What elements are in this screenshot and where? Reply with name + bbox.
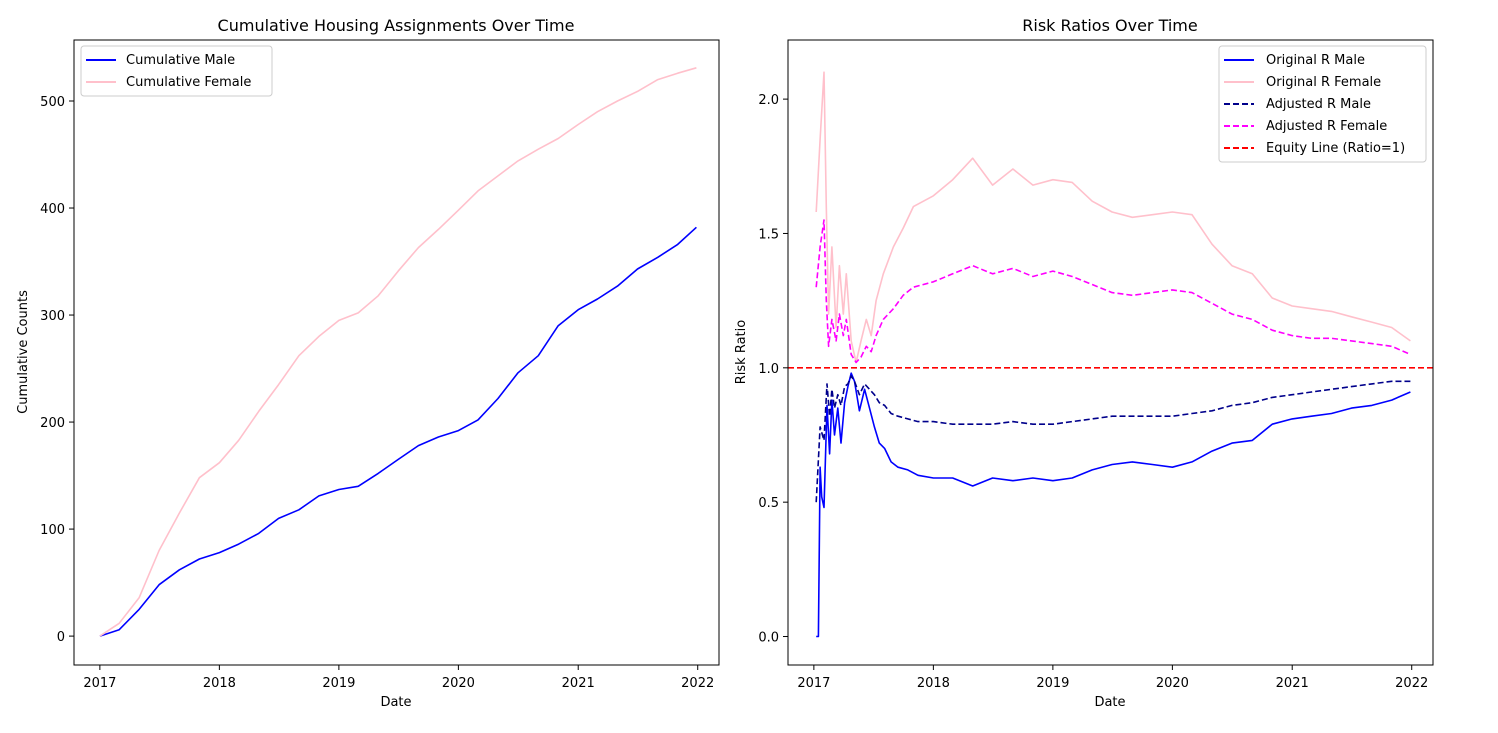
- cumulative-chart: Cumulative Housing Assignments Over Time…: [16, 16, 720, 710]
- risk-ratio-x-tick-label: 2021: [1276, 676, 1309, 691]
- legend-label-original-r-male: Original R Male: [1266, 53, 1365, 68]
- cumulative-legend-box: [80, 45, 273, 97]
- cumulative-chart-title: Cumulative Housing Assignments Over Time: [218, 16, 575, 35]
- risk-ratio-x-tick-label: 2020: [1156, 676, 1189, 691]
- risk-ratio-x-ticks: 2017 2018 2019 2020 2021 2022: [797, 665, 1428, 691]
- legend-label-adjusted-r-female: Adjusted R Female: [1266, 119, 1387, 134]
- cumulative-x-tick-label: 2020: [442, 676, 475, 691]
- risk-ratio-legend-box: [1218, 45, 1427, 163]
- risk-ratio-y-tick-label: 0.0: [758, 631, 779, 646]
- legend-label-equity-line: Equity Line (Ratio=1): [1266, 141, 1405, 156]
- risk-ratio-x-tick-label: 2017: [797, 676, 830, 691]
- series-line-cumulative-male: [99, 226, 697, 637]
- legend-label-cumulative-female: Cumulative Female: [126, 75, 251, 90]
- risk-ratio-plot-frame: [787, 39, 1434, 666]
- series-line-adjusted-r-male: [815, 375, 1411, 503]
- cumulative-plot-frame: [73, 39, 720, 666]
- cumulative-x-tick-label: 2018: [203, 676, 236, 691]
- risk-ratio-y-tick-label: 1.5: [758, 227, 779, 242]
- risk-ratio-chart-title: Risk Ratios Over Time: [1022, 16, 1197, 35]
- risk-ratio-x-tick-label: 2022: [1395, 676, 1428, 691]
- cumulative-x-tick-label: 2019: [322, 676, 355, 691]
- series-line-adjusted-r-female: [815, 219, 1411, 364]
- cumulative-legend: Cumulative Male Cumulative Female: [80, 45, 273, 97]
- cumulative-x-tick-label: 2022: [681, 676, 714, 691]
- cumulative-y-tick-label: 200: [40, 416, 65, 431]
- cumulative-y-tick-label: 300: [40, 309, 65, 324]
- cumulative-lines: [99, 67, 697, 637]
- cumulative-y-tick-label: 500: [40, 95, 65, 110]
- risk-ratio-y-ticks: 0.0 0.5 1.0 1.5 2.0: [758, 93, 788, 646]
- risk-ratio-chart: Risk Ratios Over Time 2017 2018 2019 2020 20…: [734, 16, 1434, 710]
- risk-ratio-y-axis-label: Risk Ratio: [734, 320, 749, 385]
- risk-ratio-x-tick-label: 2019: [1036, 676, 1069, 691]
- cumulative-x-tick-label: 2021: [562, 676, 595, 691]
- legend-label-adjusted-r-male: Adjusted R Male: [1266, 97, 1371, 112]
- risk-ratio-y-tick-label: 0.5: [758, 496, 779, 511]
- cumulative-y-axis-label: Cumulative Counts: [16, 290, 31, 414]
- cumulative-y-tick-label: 0: [57, 630, 65, 645]
- cumulative-x-ticks: 2017 2018 2019 2020 2021 2022: [83, 665, 714, 691]
- cumulative-x-axis-label: Date: [380, 695, 411, 710]
- risk-ratio-y-tick-label: 2.0: [758, 93, 779, 108]
- cumulative-y-ticks: 0 100 200 300 400 500: [40, 95, 74, 645]
- risk-ratio-lines: [788, 71, 1433, 638]
- series-line-cumulative-female: [99, 67, 697, 637]
- risk-ratio-legend: Original R Male Original R Female Adjust…: [1218, 45, 1427, 163]
- risk-ratio-x-axis-label: Date: [1094, 695, 1125, 710]
- cumulative-y-tick-label: 400: [40, 202, 65, 217]
- cumulative-y-tick-label: 100: [40, 523, 65, 538]
- legend-label-cumulative-male: Cumulative Male: [126, 53, 235, 68]
- cumulative-x-tick-label: 2017: [83, 676, 116, 691]
- legend-label-original-r-female: Original R Female: [1266, 75, 1381, 90]
- series-line-original-r-male: [816, 372, 1411, 638]
- risk-ratio-x-tick-label: 2018: [917, 676, 950, 691]
- series-line-original-r-female: [815, 71, 1411, 364]
- risk-ratio-y-tick-label: 1.0: [758, 362, 779, 377]
